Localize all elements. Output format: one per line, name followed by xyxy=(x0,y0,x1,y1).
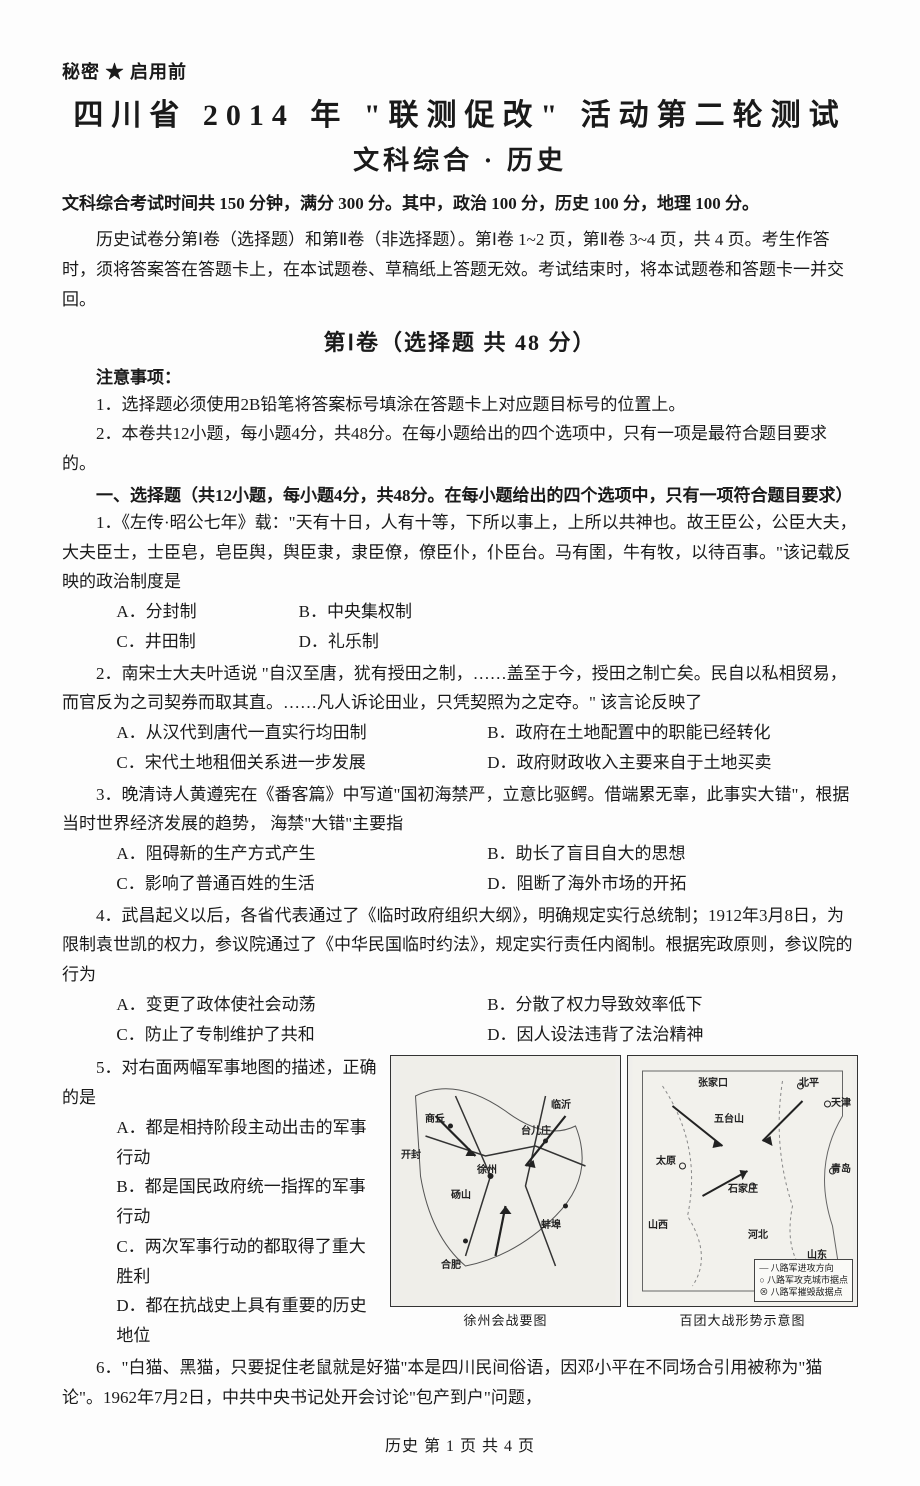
map2-label: 河北 xyxy=(748,1226,768,1241)
q3-opt-a: A．阻碍新的生产方式产生 xyxy=(116,839,487,869)
map1-label: 商丘 xyxy=(425,1110,445,1125)
sub-title: 文科综合 · 历史 xyxy=(62,140,858,177)
q4-stem: 4．武昌起义以后，各省代表通过了《临时政府组织大纲》，明确规定实行总统制；191… xyxy=(62,901,858,990)
q1-stem: 1．《左传·昭公七年》载："天有十日，人有十等，下所以事上，上所以共神也。故王臣… xyxy=(62,508,858,597)
notice-item-1: 1．选择题必须使用2B铅笔将答案标号填涂在答题卡上对应题目标号的位置上。 xyxy=(62,390,858,420)
q2-opt-b: B．政府在土地配置中的职能已经转化 xyxy=(487,718,858,748)
notice-item-2: 2．本卷共12小题，每小题4分，共48分。在每小题给出的四个选项中，只有一项是最… xyxy=(62,419,858,479)
q3-opt-b: B．助长了盲目自大的思想 xyxy=(487,839,858,869)
q3-opt-d: D．阻断了海外市场的开拓 xyxy=(487,869,858,899)
q4-opt-c: C．防止了专制维护了共和 xyxy=(116,1020,487,1050)
map-text-wrap: 商丘 开封 徐州 台儿庄 临沂 蚌埠 合肥 砀山 徐州会战要图 xyxy=(62,1051,858,1414)
legend-row: ○ 八路军攻克城市据点 xyxy=(759,1275,848,1287)
q4-opt-d: D．因人设法违背了法治精神 xyxy=(487,1020,858,1050)
map2-label: 太原 xyxy=(656,1152,676,1167)
map2-label: 石家庄 xyxy=(728,1180,758,1195)
map2-label: 青岛 xyxy=(831,1160,851,1175)
q2-opt-a: A．从汉代到唐代一直实行均田制 xyxy=(116,718,487,748)
map-2-legend: — 八路军进攻方向 ○ 八路军攻克城市据点 ⊗ 八路军摧毁敌据点 xyxy=(754,1259,853,1302)
q6-stem: 6．"白猫、黑猫，只要捉住老鼠就是好猫"本是四川民间俗语，因邓小平在不同场合引用… xyxy=(62,1353,858,1413)
section-1-title: 第Ⅰ卷（选择题 共 48 分） xyxy=(62,325,858,357)
q4-opt-b: B．分散了权力导致效率低下 xyxy=(487,990,858,1020)
q3-opt-c: C．影响了普通百姓的生活 xyxy=(116,869,487,899)
q4-opt-a: A．变更了政体使社会动荡 xyxy=(116,990,487,1020)
map2-label: 张家口 xyxy=(698,1074,728,1089)
question-2: 2．南宋士大夫叶适说 "自汉至唐，犹有授田之制，……盖至于今，授田之制亡矣。民自… xyxy=(62,659,858,778)
q1-opt-a: A．分封制 xyxy=(116,597,266,627)
map-1-svg xyxy=(391,1056,620,1306)
map1-label: 临沂 xyxy=(551,1096,571,1111)
q3-stem: 3．晚清诗人黄遵宪在《番客篇》中写道"国初海禁严，立意比驱鳄。借端累无辜，此事实… xyxy=(62,780,858,840)
exam-page: 秘密 ★ 启用前 四川省 2014 年 "联测促改" 活动第二轮测试 文科综合 … xyxy=(0,0,920,1486)
map2-label: 天津 xyxy=(831,1094,851,1109)
intro-paragraph: 历史试卷分第Ⅰ卷（选择题）和第Ⅱ卷（非选择题）。第Ⅰ卷 1~2 页，第Ⅱ卷 3~… xyxy=(62,225,858,314)
legend-row: — 八路军进攻方向 xyxy=(759,1263,848,1275)
map2-label: 北平 xyxy=(799,1074,819,1089)
main-title: 四川省 2014 年 "联测促改" 活动第二轮测试 xyxy=(62,90,858,134)
figure-box: 商丘 开封 徐州 台儿庄 临沂 蚌埠 合肥 砀山 徐州会战要图 xyxy=(390,1055,858,1329)
q1-opt-b: B．中央集权制 xyxy=(299,597,412,627)
question-4: 4．武昌起义以后，各省代表通过了《临时政府组织大纲》，明确规定实行总统制；191… xyxy=(62,901,858,1050)
map-1-caption: 徐州会战要图 xyxy=(390,1310,621,1329)
q2-opt-d: D．政府财政收入主要来自于土地买卖 xyxy=(487,748,858,778)
map-1: 商丘 开封 徐州 台儿庄 临沂 蚌埠 合肥 砀山 xyxy=(390,1055,621,1307)
map1-label: 蚌埠 xyxy=(541,1216,561,1231)
map-2: 北平 天津 石家庄 太原 张家口 五台山 青岛 山东 山西 河北 — 八路军进攻… xyxy=(627,1055,858,1307)
exam-info: 文科综合考试时间共 150 分钟，满分 300 分。其中，政治 100 分，历史… xyxy=(62,191,858,217)
question-6: 6．"白猫、黑猫，只要捉住老鼠就是好猫"本是四川民间俗语，因邓小平在不同场合引用… xyxy=(62,1353,858,1413)
question-3: 3．晚清诗人黄遵宪在《番客篇》中写道"国初海禁严，立意比驱鳄。借端累无辜，此事实… xyxy=(62,780,858,899)
question-1: 1．《左传·昭公七年》载："天有十日，人有十等，下所以事上，上所以共神也。故王臣… xyxy=(62,508,858,657)
map1-label: 台儿庄 xyxy=(521,1122,551,1137)
q2-opt-c: C．宋代土地租佃关系进一步发展 xyxy=(116,748,487,778)
q2-stem: 2．南宋士大夫叶适说 "自汉至唐，犹有授田之制，……盖至于今，授田之制亡矣。民自… xyxy=(62,659,858,719)
map1-label: 砀山 xyxy=(451,1186,471,1201)
q1-opt-c: C．井田制 xyxy=(116,627,266,657)
map2-label: 山西 xyxy=(648,1216,668,1231)
page-footer: 历史 第 1 页 共 4 页 xyxy=(62,1432,858,1456)
map1-label: 开封 xyxy=(401,1146,421,1161)
secret-line: 秘密 ★ 启用前 xyxy=(62,58,858,84)
map1-label: 徐州 xyxy=(477,1161,497,1176)
legend-row: ⊗ 八路军摧毁敌据点 xyxy=(759,1287,848,1299)
notice-head: 注意事项： xyxy=(62,363,858,388)
map-2-caption: 百团大战形势示意图 xyxy=(627,1310,858,1329)
map1-label: 合肥 xyxy=(441,1256,461,1271)
mc-section-head: 一、选择题（共12小题，每小题4分，共48分。在每小题给出的四个选项中，只有一项… xyxy=(62,481,858,506)
map2-label: 五台山 xyxy=(714,1110,744,1125)
q1-opt-d: D．礼乐制 xyxy=(299,627,379,657)
